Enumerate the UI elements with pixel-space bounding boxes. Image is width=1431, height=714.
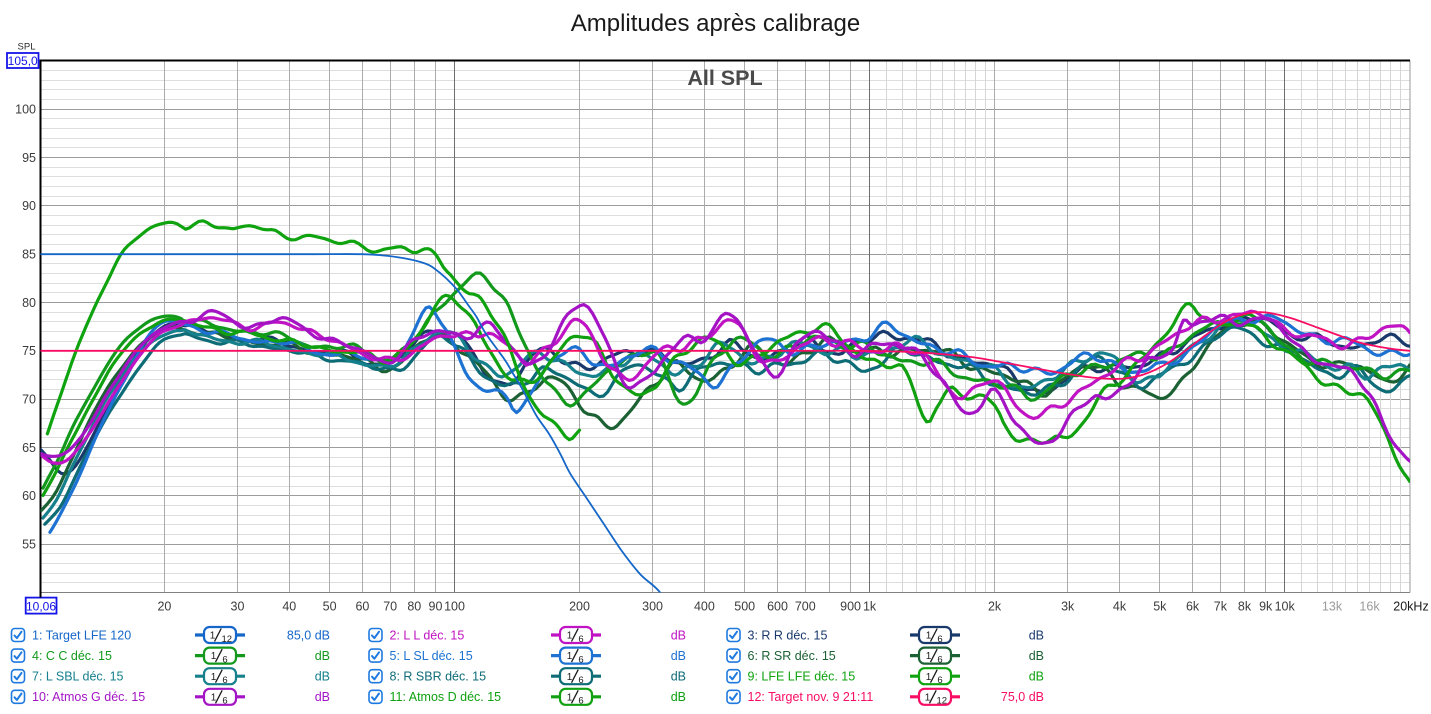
svg-text:700: 700 [795, 600, 816, 614]
svg-text:16k: 16k [1359, 600, 1380, 614]
svg-text:1: 1 [211, 692, 217, 703]
svg-text:5: L SL déc. 15: 5: L SL déc. 15 [390, 649, 473, 663]
svg-text:6: 6 [578, 675, 583, 686]
svg-text:1: 1 [567, 672, 573, 683]
svg-text:9k: 9k [1259, 600, 1273, 614]
svg-text:6: 6 [578, 634, 583, 645]
svg-text:12: Target nov. 9 21:11: 12: Target nov. 9 21:11 [748, 690, 874, 704]
svg-text:7k: 7k [1214, 600, 1228, 614]
svg-text:3k: 3k [1061, 600, 1075, 614]
svg-text:dB: dB [1029, 649, 1044, 663]
svg-text:9: LFE LFE déc. 15: 9: LFE LFE déc. 15 [748, 670, 856, 684]
svg-text:1: 1 [567, 692, 573, 703]
svg-text:60: 60 [22, 489, 36, 503]
svg-text:2: L L déc. 15: 2: L L déc. 15 [390, 628, 465, 642]
svg-text:1: 1 [926, 631, 932, 642]
svg-text:100: 100 [444, 600, 465, 614]
svg-text:20kHz: 20kHz [1393, 600, 1428, 614]
svg-text:5k: 5k [1153, 600, 1167, 614]
svg-text:dB: dB [671, 628, 686, 642]
svg-text:55: 55 [22, 538, 36, 552]
svg-text:13k: 13k [1322, 600, 1343, 614]
svg-text:10,06: 10,06 [26, 600, 56, 614]
svg-text:80: 80 [407, 600, 421, 614]
svg-text:dB: dB [671, 649, 686, 663]
svg-text:10: Atmos G déc. 15: 10: Atmos G déc. 15 [32, 690, 145, 704]
svg-text:11: Atmos D déc. 15: 11: Atmos D déc. 15 [390, 690, 502, 704]
svg-text:1: 1 [926, 672, 932, 683]
svg-text:Amplitudes après calibrage: Amplitudes après calibrage [571, 10, 861, 37]
svg-text:70: 70 [22, 393, 36, 407]
svg-text:6: 6 [578, 696, 583, 707]
svg-text:65: 65 [22, 441, 36, 455]
svg-text:dB: dB [315, 670, 330, 684]
svg-text:6: 6 [222, 675, 227, 686]
svg-text:6: 6 [222, 696, 227, 707]
svg-text:400: 400 [694, 600, 715, 614]
svg-text:50: 50 [323, 600, 337, 614]
svg-text:6: 6 [937, 675, 942, 686]
svg-text:1: 1 [926, 651, 932, 662]
svg-text:4: C C déc. 15: 4: C C déc. 15 [32, 649, 112, 663]
svg-text:90: 90 [429, 600, 443, 614]
svg-text:4k: 4k [1113, 600, 1127, 614]
svg-text:12: 12 [937, 696, 948, 707]
svg-text:1: 1 [567, 631, 573, 642]
svg-text:8k: 8k [1238, 600, 1252, 614]
svg-text:1: 1 [925, 692, 931, 703]
svg-text:75: 75 [22, 344, 36, 358]
svg-text:SPL: SPL [18, 42, 36, 53]
svg-text:1: Target LFE 120: 1: Target LFE 120 [32, 628, 131, 642]
svg-text:6k: 6k [1186, 600, 1200, 614]
svg-text:75,0 dB: 75,0 dB [1001, 690, 1044, 704]
svg-text:dB: dB [671, 690, 686, 704]
svg-text:1: 1 [211, 651, 217, 662]
svg-text:85,0 dB: 85,0 dB [287, 628, 330, 642]
svg-text:105,0: 105,0 [8, 54, 38, 68]
svg-text:100: 100 [15, 103, 36, 117]
svg-text:60: 60 [355, 600, 369, 614]
svg-text:2k: 2k [988, 600, 1002, 614]
svg-text:3: R R déc. 15: 3: R R déc. 15 [748, 628, 828, 642]
svg-text:dB: dB [1029, 670, 1044, 684]
svg-text:1: 1 [210, 631, 216, 642]
svg-text:95: 95 [22, 151, 36, 165]
svg-text:90: 90 [22, 199, 36, 213]
svg-text:dB: dB [1029, 628, 1044, 642]
svg-text:dB: dB [671, 670, 686, 684]
svg-text:500: 500 [734, 600, 755, 614]
svg-text:30: 30 [231, 600, 245, 614]
svg-text:6: 6 [937, 634, 942, 645]
svg-text:40: 40 [282, 600, 296, 614]
svg-text:600: 600 [767, 600, 788, 614]
svg-text:85: 85 [22, 248, 36, 262]
svg-text:70: 70 [383, 600, 397, 614]
svg-text:1: 1 [211, 672, 217, 683]
svg-text:20: 20 [157, 600, 171, 614]
svg-text:6: R SR déc. 15: 6: R SR déc. 15 [748, 649, 836, 663]
svg-text:1: 1 [567, 651, 573, 662]
svg-text:8: R SBR déc. 15: 8: R SBR déc. 15 [390, 670, 487, 684]
svg-text:dB: dB [315, 690, 330, 704]
svg-text:dB: dB [315, 649, 330, 663]
svg-text:1k: 1k [863, 600, 877, 614]
svg-text:12: 12 [222, 634, 233, 645]
svg-text:900: 900 [840, 600, 861, 614]
svg-text:200: 200 [569, 600, 590, 614]
svg-text:6: 6 [937, 654, 942, 665]
svg-text:6: 6 [578, 654, 583, 665]
svg-text:6: 6 [222, 654, 227, 665]
svg-text:300: 300 [642, 600, 663, 614]
svg-text:10k: 10k [1275, 600, 1296, 614]
svg-text:80: 80 [22, 296, 36, 310]
svg-text:All SPL: All SPL [687, 66, 762, 90]
svg-text:7: L SBL déc. 15: 7: L SBL déc. 15 [32, 670, 124, 684]
